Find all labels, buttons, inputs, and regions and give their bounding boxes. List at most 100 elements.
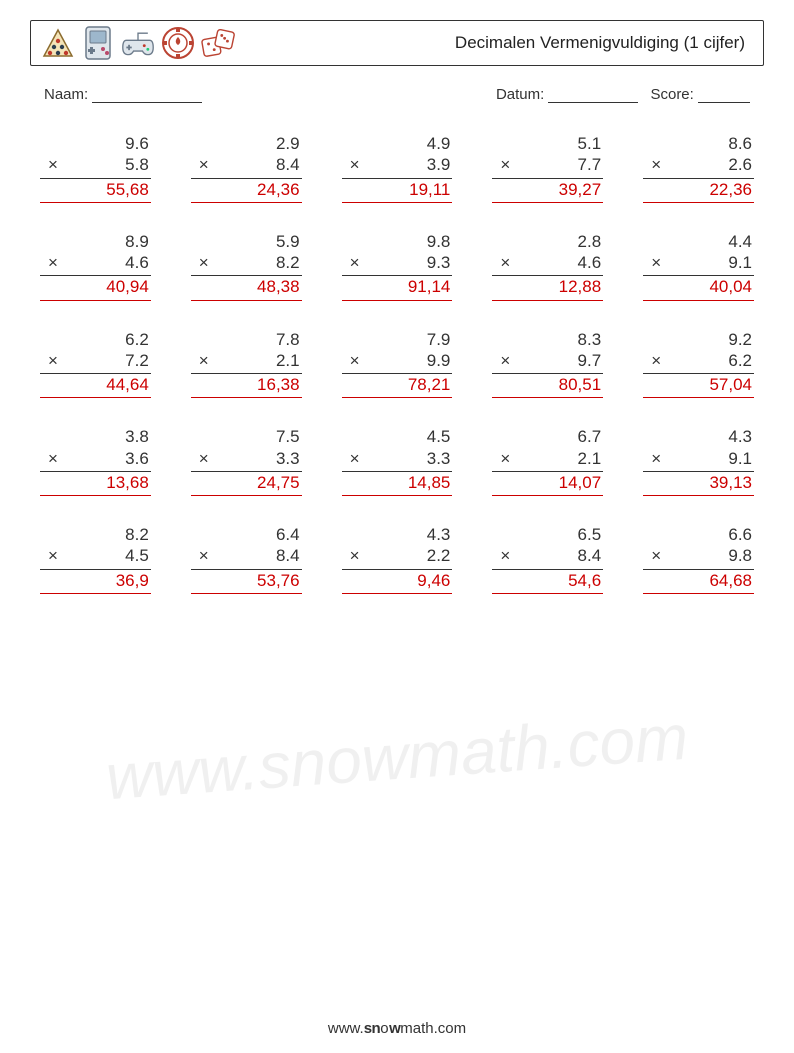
answer: 14,07 xyxy=(492,472,603,496)
problem: 6.4×8.453,76 xyxy=(191,524,302,594)
operand-b: 7.2 xyxy=(125,350,149,371)
multiply-symbol: × xyxy=(197,350,209,371)
answer: 39,27 xyxy=(492,179,603,203)
operand-b: 6.2 xyxy=(728,350,752,371)
problem: 6.6×9.864,68 xyxy=(643,524,754,594)
operand-a: 9.8 xyxy=(342,231,453,252)
answer: 78,21 xyxy=(342,374,453,398)
problem: 9.8×9.391,14 xyxy=(342,231,453,301)
answer: 57,04 xyxy=(643,374,754,398)
operand-a: 7.8 xyxy=(191,329,302,350)
meta-row: Naam: Datum: Score: xyxy=(30,86,764,103)
problem: 9.6×5.855,68 xyxy=(40,133,151,203)
problem: 8.3×9.780,51 xyxy=(492,329,603,399)
operand-b: 8.4 xyxy=(276,545,300,566)
triangle-billiards-icon xyxy=(41,26,75,60)
answer: 40,04 xyxy=(643,276,754,300)
operand-b: 3.6 xyxy=(125,448,149,469)
operand-b-row: ×3.3 xyxy=(342,448,453,472)
problem: 8.6×2.622,36 xyxy=(643,133,754,203)
operand-b: 4.5 xyxy=(125,545,149,566)
operand-a: 8.3 xyxy=(492,329,603,350)
operand-b-row: ×2.6 xyxy=(643,154,754,178)
date-label: Datum: xyxy=(496,86,544,103)
operand-a: 9.6 xyxy=(40,133,151,154)
answer: 36,9 xyxy=(40,570,151,594)
problem: 9.2×6.257,04 xyxy=(643,329,754,399)
problem: 7.5×3.324,75 xyxy=(191,426,302,496)
operand-b-row: ×8.4 xyxy=(492,545,603,569)
operand-a: 6.7 xyxy=(492,426,603,447)
problem: 6.5×8.454,6 xyxy=(492,524,603,594)
operand-b-row: ×2.1 xyxy=(191,350,302,374)
operand-b-row: × 4.6 xyxy=(492,252,603,276)
operand-b-row: × 6.2 xyxy=(643,350,754,374)
gameboy-icon xyxy=(81,26,115,60)
operand-b: 8.4 xyxy=(578,545,602,566)
answer: 55,68 xyxy=(40,179,151,203)
answer: 9,46 xyxy=(342,570,453,594)
worksheet-title: Decimalen Vermenigvuldiging (1 cijfer) xyxy=(455,33,753,53)
operand-b: 4.6 xyxy=(125,252,149,273)
answer: 80,51 xyxy=(492,374,603,398)
multiply-symbol: × xyxy=(649,252,661,273)
header-box: Decimalen Vermenigvuldiging (1 cijfer) xyxy=(30,20,764,66)
problem: 2.9×8.424,36 xyxy=(191,133,302,203)
operand-b-row: ×2.2 xyxy=(342,545,453,569)
problem: 4.9×3.919,11 xyxy=(342,133,453,203)
operand-a: 7.5 xyxy=(191,426,302,447)
answer: 12,88 xyxy=(492,276,603,300)
problem: 2.8× 4.6 12,88 xyxy=(492,231,603,301)
problem: 4.3×9.139,13 xyxy=(643,426,754,496)
operand-b: 5.8 xyxy=(125,154,149,175)
name-label: Naam: xyxy=(44,86,88,103)
problem: 8.9×4.640,94 xyxy=(40,231,151,301)
operand-b-row: ×9.1 xyxy=(643,252,754,276)
operand-b-row: ×9.8 xyxy=(643,545,754,569)
answer: 14,85 xyxy=(342,472,453,496)
footer-url: www.snowmath.com xyxy=(328,1020,466,1037)
operand-b-row: ×8.2 xyxy=(191,252,302,276)
multiply-symbol: × xyxy=(348,154,360,175)
operand-b-row: ×3.6 xyxy=(40,448,151,472)
dice-icon xyxy=(201,26,235,60)
problem: 8.2×4.536,9 xyxy=(40,524,151,594)
score-label: Score: xyxy=(650,86,693,103)
operand-a: 2.8 xyxy=(492,231,603,252)
operand-b: 4.6 xyxy=(578,252,602,273)
operand-b: 7.7 xyxy=(578,154,602,175)
footer: www.snowmath.com xyxy=(0,1020,794,1037)
answer: 91,14 xyxy=(342,276,453,300)
multiply-symbol: × xyxy=(498,252,510,273)
operand-b: 9.7 xyxy=(578,350,602,371)
operand-a: 3.8 xyxy=(40,426,151,447)
operand-a: 8.2 xyxy=(40,524,151,545)
answer: 22,36 xyxy=(643,179,754,203)
answer: 44,64 xyxy=(40,374,151,398)
operand-b-row: ×7.2 xyxy=(40,350,151,374)
problem: 4.3×2.29,46 xyxy=(342,524,453,594)
operand-b-row: × 3.9 xyxy=(342,154,453,178)
multiply-symbol: × xyxy=(197,448,209,469)
problem: 4.4×9.140,04 xyxy=(643,231,754,301)
multiply-symbol: × xyxy=(498,154,510,175)
multiply-symbol: × xyxy=(498,448,510,469)
problem: 7.8×2.116,38 xyxy=(191,329,302,399)
operand-b: 8.4 xyxy=(276,154,300,175)
problem-grid: 9.6×5.855,682.9×8.424,364.9×3.919,115.1×… xyxy=(30,133,764,594)
operand-b: 9.8 xyxy=(728,545,752,566)
multiply-symbol: × xyxy=(197,154,209,175)
operand-b-row: ×4.5 xyxy=(40,545,151,569)
operand-b: 2.1 xyxy=(578,448,602,469)
operand-b: 9.1 xyxy=(728,448,752,469)
operand-b: 3.3 xyxy=(427,448,451,469)
answer: 40,94 xyxy=(40,276,151,300)
multiply-symbol: × xyxy=(197,545,209,566)
operand-b: 3.9 xyxy=(427,154,451,175)
answer: 64,68 xyxy=(643,570,754,594)
operand-a: 7.9 xyxy=(342,329,453,350)
operand-a: 4.3 xyxy=(342,524,453,545)
multiply-symbol: × xyxy=(649,350,661,371)
operand-a: 6.5 xyxy=(492,524,603,545)
operand-a: 6.6 xyxy=(643,524,754,545)
